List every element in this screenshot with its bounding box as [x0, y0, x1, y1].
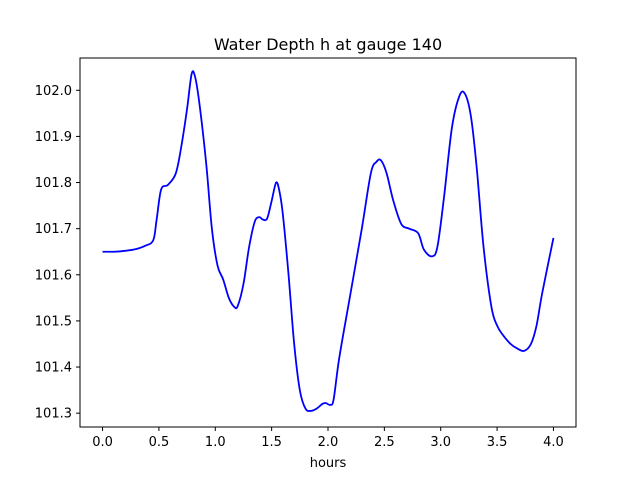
- y-tick-label: 101.5: [35, 314, 72, 329]
- x-axis-label: hours: [310, 456, 347, 471]
- x-tick-label: 2.5: [374, 435, 395, 450]
- x-tick-label: 3.5: [487, 435, 508, 450]
- plot-frame: [79, 57, 577, 428]
- x-tick-label: 0.5: [149, 435, 170, 450]
- y-tick-label: 101.9: [35, 130, 72, 145]
- y-tick-label: 101.4: [35, 361, 72, 376]
- x-tick-label: 1.0: [205, 435, 226, 450]
- y-tick-label: 101.6: [35, 268, 72, 283]
- chart-title: Water Depth h at gauge 140: [214, 35, 442, 54]
- x-axis: 0.0 0.5 1.0 1.5 2.0 2.5 3.0 3.5 4.0: [92, 427, 564, 450]
- plot-area: [102, 70, 555, 412]
- x-tick-label: 2.0: [318, 435, 339, 450]
- x-tick-label: 3.0: [430, 435, 451, 450]
- y-tick-label: 101.8: [35, 176, 72, 191]
- y-tick-label: 101.3: [35, 407, 72, 422]
- x-tick-label: 4.0: [543, 435, 564, 450]
- x-tick-label: 0.0: [92, 435, 113, 450]
- series-line: [102, 70, 555, 412]
- plot-background: [80, 58, 576, 427]
- x-tick-label: 1.5: [261, 435, 282, 450]
- y-axis: 101.3 101.4 101.5 101.6 101.7 101.8 101.9 102.0: [35, 84, 80, 422]
- y-tick-label: 102.0: [35, 84, 72, 99]
- y-tick-label: 101.7: [35, 222, 72, 237]
